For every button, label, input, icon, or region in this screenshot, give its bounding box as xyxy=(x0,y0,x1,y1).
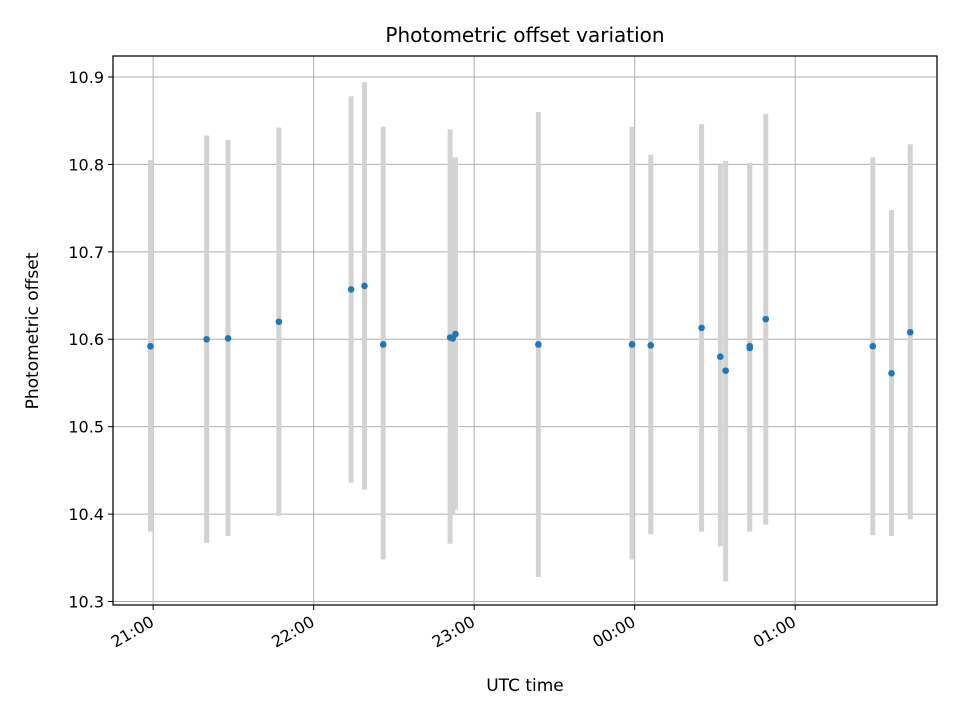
y-tick-label: 10.8 xyxy=(68,155,104,174)
y-tick-label: 10.9 xyxy=(68,68,104,87)
y-tick-label: 10.5 xyxy=(68,418,104,437)
data-point xyxy=(888,370,895,377)
data-point xyxy=(906,328,914,336)
y-tick-label: 10.6 xyxy=(68,330,104,349)
plot-frame xyxy=(112,55,938,606)
x-axis-label: UTC time xyxy=(486,676,564,696)
grid xyxy=(113,56,937,605)
data-point xyxy=(203,335,210,343)
data-point xyxy=(275,318,283,326)
y-tick-label: 10.3 xyxy=(68,593,104,612)
data-point xyxy=(628,341,636,348)
data-point xyxy=(716,353,724,361)
y-tick-label: 10.7 xyxy=(68,243,104,262)
data-point xyxy=(452,330,459,338)
data-point xyxy=(746,342,754,350)
data-point xyxy=(379,341,387,348)
data-point xyxy=(347,286,355,293)
data-point xyxy=(722,367,729,375)
y-tick-label: 10.4 xyxy=(68,505,104,524)
data-point xyxy=(224,335,232,342)
data-point xyxy=(535,341,542,348)
data-point xyxy=(869,342,877,350)
chart-title: Photometric offset variation xyxy=(385,23,664,47)
data-point xyxy=(647,342,655,349)
data-point xyxy=(147,342,154,350)
data-point xyxy=(698,324,705,332)
y-axis: 10.3 10.4 10.5 10.6 10.7 10.8 10.9 xyxy=(68,68,113,612)
y-axis-label: Photometric offset xyxy=(23,252,43,409)
data-point xyxy=(762,315,770,323)
data-points xyxy=(147,282,914,377)
data-point xyxy=(361,282,368,290)
